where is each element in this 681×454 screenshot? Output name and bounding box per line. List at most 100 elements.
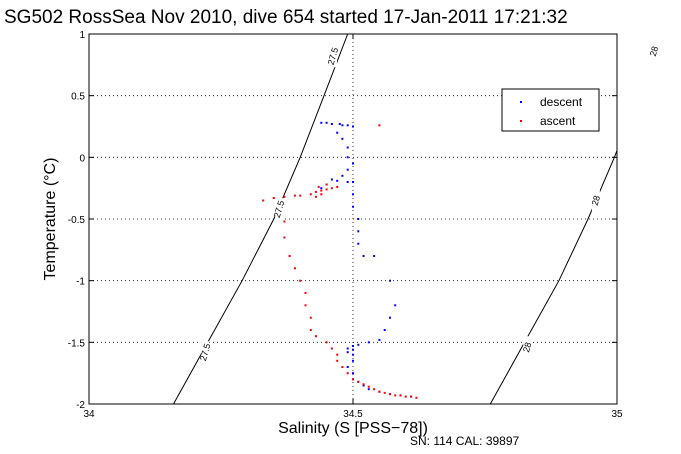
descent-point: [346, 347, 349, 350]
descent-point: [346, 156, 349, 159]
contour-label-bg: [649, 40, 658, 63]
descent-point: [352, 372, 354, 375]
descent-point: [346, 181, 349, 183]
descent-point: [346, 124, 349, 127]
ascent-point: [320, 193, 323, 196]
ascent-point: [293, 194, 296, 197]
descent-point: [352, 205, 354, 208]
descent-point: [346, 351, 349, 354]
descent-point: [352, 359, 354, 362]
contour-label: 28: [521, 341, 533, 353]
descent-point: [352, 353, 354, 356]
descent-point: [325, 121, 328, 124]
y-tick-label: -0.5: [68, 215, 86, 226]
ascent-point: [394, 394, 397, 397]
y-tick-label: -1.5: [68, 338, 86, 349]
x-tick-label: 34: [83, 409, 95, 420]
ascent-point: [315, 335, 317, 338]
ascent-point: [262, 199, 265, 202]
ascent-point: [410, 395, 413, 398]
descent-point: [357, 343, 360, 346]
descent-point: [330, 123, 333, 125]
ascent-point: [317, 185, 320, 188]
descent-point: [394, 304, 397, 307]
descent-point: [320, 187, 323, 190]
legend-marker-ascent: [520, 120, 522, 122]
descent-point: [362, 255, 365, 257]
descent-point: [352, 345, 354, 347]
contour-label: 28: [590, 194, 602, 206]
ascent-point: [299, 279, 302, 282]
contour-label-bg: [328, 45, 337, 68]
ascent-point: [357, 380, 360, 383]
ascent-point: [304, 304, 307, 307]
ascent-point: [415, 396, 418, 399]
chart-title: SG502 RossSea Nov 2010, dive 654 started…: [4, 7, 568, 28]
legend-label-ascent: ascent: [540, 114, 576, 128]
descent-point: [357, 218, 360, 220]
density-contours: 27.5 27.5 27.5 28 28 28: [173, 34, 660, 404]
descent-point: [336, 179, 339, 182]
descent-point: [357, 230, 360, 233]
ascent-point: [336, 359, 339, 362]
x-tick-label: 34.5: [343, 409, 363, 420]
descent-point: [357, 242, 360, 245]
ascent-point: [346, 372, 349, 375]
contour-label: 27.5: [326, 46, 340, 66]
legend-marker-descent: [520, 101, 522, 103]
axis-ticks: 34 34.5 35 -2 -1.5 -1 -0.5 0 0.5 1: [68, 30, 623, 420]
descent-point: [352, 181, 354, 183]
ascent-point: [378, 390, 381, 393]
contour-label-bg: [523, 336, 532, 359]
ascent-point: [283, 220, 286, 223]
contour-label-bg: [591, 189, 600, 212]
ascent-point: [325, 188, 328, 191]
legend: descent ascent: [501, 88, 600, 132]
descent-point: [341, 124, 344, 127]
ascent-point: [299, 194, 302, 197]
descent-point: [389, 316, 391, 319]
ascent-point: [330, 347, 333, 350]
ascent-point: [373, 388, 376, 391]
ascent-point: [352, 378, 354, 381]
descent-point: [346, 146, 349, 149]
descent-point: [336, 131, 339, 134]
descent-point: [352, 162, 354, 165]
ascent-point: [404, 395, 407, 398]
descent-point: [362, 384, 365, 387]
legend-box: [501, 88, 600, 132]
contour-label: 28: [648, 45, 660, 57]
y-tick-label: 0: [79, 153, 85, 164]
x-tick-label: 35: [611, 409, 623, 420]
ascent-point: [336, 185, 339, 188]
descent-point: [352, 125, 354, 128]
descent-point: [338, 123, 341, 125]
ascent-point: [315, 190, 317, 193]
descent-point: [352, 193, 354, 196]
ascent-point: [336, 353, 339, 356]
descent-point: [346, 366, 349, 368]
ascent-point: [309, 193, 312, 196]
ascent-point: [378, 124, 381, 127]
descent-point: [373, 255, 376, 257]
data-points: [262, 121, 418, 399]
y-tick-label: 1: [79, 30, 85, 41]
ascent-point: [283, 236, 286, 239]
ascent-point: [325, 341, 328, 344]
ascent-point: [309, 316, 312, 319]
y-tick-label: -2: [76, 400, 85, 411]
ascent-point: [389, 393, 391, 396]
ascent-point: [272, 197, 275, 199]
ascent-point: [309, 329, 312, 331]
ascent-point: [367, 385, 370, 388]
descent-point: [346, 168, 349, 171]
y-tick-label: 0.5: [71, 92, 85, 103]
descent-point: [341, 137, 344, 140]
ascent-point: [320, 189, 323, 192]
ascent-point: [341, 366, 344, 368]
y-tick-label: -1: [76, 277, 85, 288]
descent-point: [367, 388, 370, 391]
ascent-point: [283, 195, 286, 198]
ascent-point: [288, 255, 291, 257]
